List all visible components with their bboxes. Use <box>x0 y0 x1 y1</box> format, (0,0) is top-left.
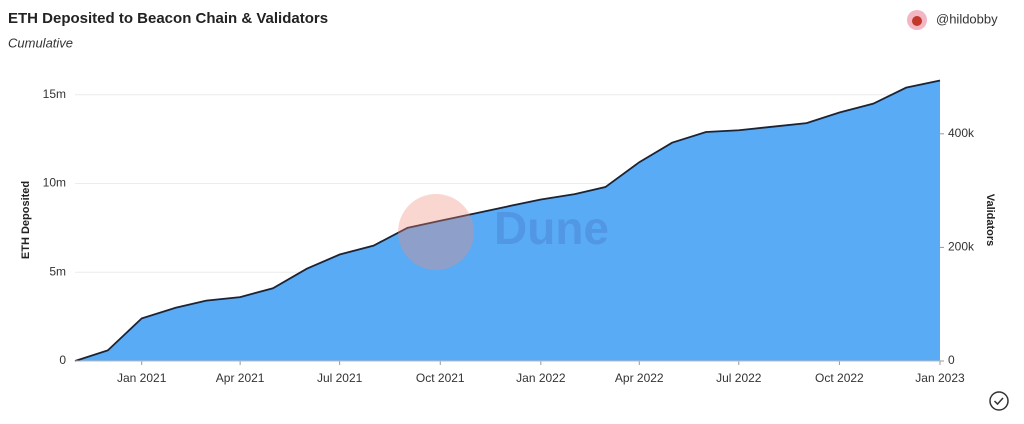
avatar-face <box>912 16 922 26</box>
y-tick-label: 0 <box>59 353 66 367</box>
validators-line <box>74 79 941 362</box>
plot: 0 5m 10m 15m 0 200k 400k Jan 2021 Apr 2021 Jul 20… <box>43 79 975 385</box>
x-tick-label: Jul 2021 <box>317 371 363 385</box>
check-mark <box>993 397 1004 406</box>
check-icon[interactable] <box>989 391 1009 411</box>
y2-tick-label: 400k <box>948 126 975 140</box>
x-tick-label: Jan 2023 <box>915 371 965 385</box>
y-tick-label: 5m <box>49 264 66 278</box>
y-tick-label: 10m <box>43 176 66 190</box>
x-tick-label: Apr 2022 <box>615 371 664 385</box>
watermark: Dune <box>494 202 609 254</box>
y2-tick-label: 200k <box>948 240 975 254</box>
chart-subtitle: Cumulative <box>8 35 73 50</box>
x-tick-label: Oct 2022 <box>815 371 864 385</box>
x-tick-label: Apr 2021 <box>216 371 265 385</box>
x-tick-label: Oct 2021 <box>416 371 465 385</box>
x-tick-label: Jan 2022 <box>516 371 566 385</box>
watermark-logo <box>398 194 474 270</box>
x-tick-label: Jan 2021 <box>117 371 167 385</box>
y2-tick-label: 0 <box>948 353 955 367</box>
y-tick-label: 15m <box>43 87 66 101</box>
y-axis-label: ETH Deposited <box>20 181 32 259</box>
chart-title: ETH Deposited to Beacon Chain & Validato… <box>8 10 328 27</box>
area <box>75 80 940 362</box>
y2-axis-label: Validators <box>984 194 996 247</box>
x-tick-label: Jul 2022 <box>716 371 762 385</box>
author[interactable]: @hildobby <box>936 11 998 26</box>
